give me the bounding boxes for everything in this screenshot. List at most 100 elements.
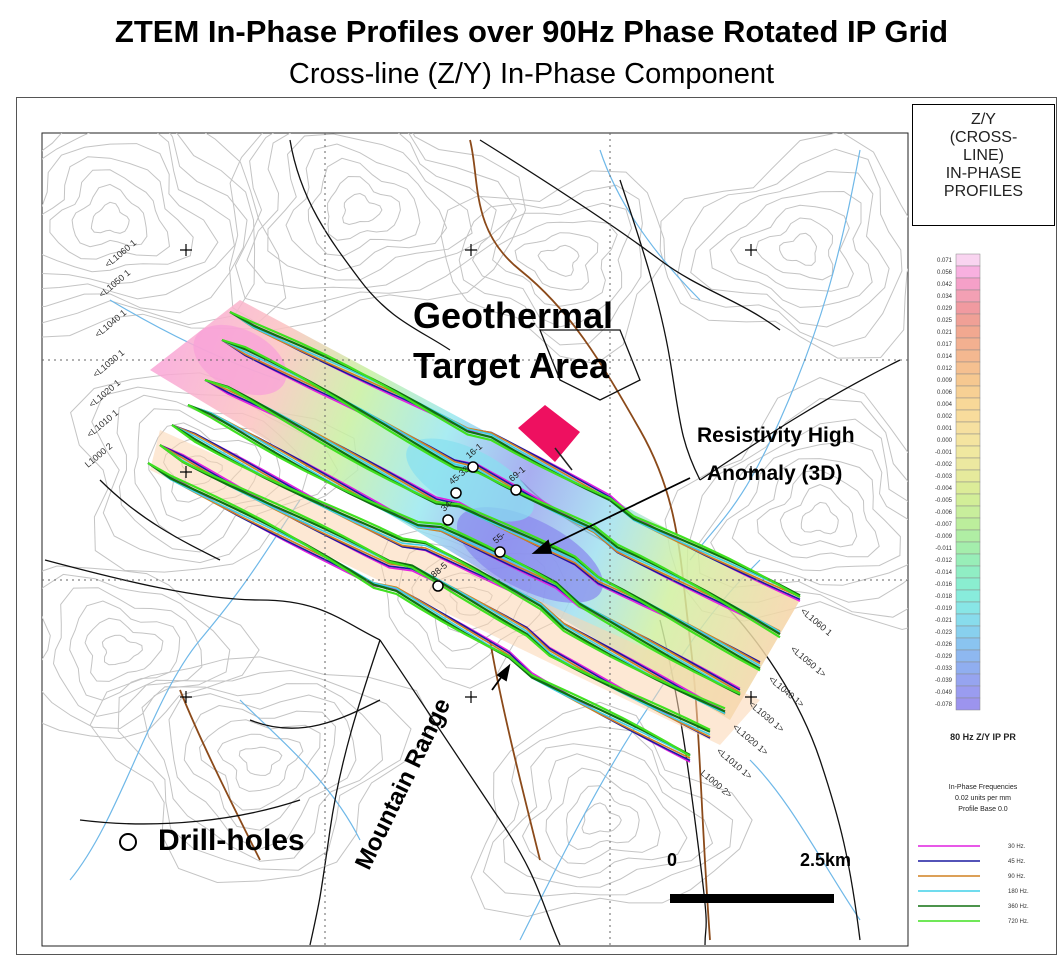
geothermal-label-line1: Geothermal <box>413 295 614 336</box>
contour-line <box>492 220 618 307</box>
colorbar-swatch <box>955 265 981 279</box>
drill-hole-marker[interactable] <box>510 484 522 496</box>
scale-start-label: 0 <box>667 850 678 870</box>
colorbar-swatch <box>955 385 981 399</box>
profile-line <box>147 462 691 757</box>
contour-line <box>238 746 283 776</box>
colorbar-swatch <box>955 253 981 267</box>
colorbar-tick: -0.026 <box>935 642 953 648</box>
colorbar-swatch <box>955 481 981 495</box>
colorbar-tick: 0.029 <box>937 306 953 312</box>
colorbar-tick: -0.007 <box>935 522 953 528</box>
colorbar-swatch <box>955 589 981 603</box>
contour-line <box>90 201 130 234</box>
colorbar-swatch <box>955 493 981 507</box>
freq-title-line: Profile Base 0.0 <box>958 806 1008 813</box>
contour-line <box>709 190 873 308</box>
colorbar-tick: -0.023 <box>935 630 953 636</box>
contour-line <box>565 785 640 851</box>
contour-line <box>756 469 880 559</box>
topographic-contours <box>42 133 908 918</box>
drill-holes-label: Drill-holes <box>158 824 305 857</box>
colorbar-swatch <box>955 577 981 591</box>
contour-line <box>84 617 164 682</box>
colorbar-tick: -0.039 <box>935 678 953 684</box>
profile-line <box>171 424 726 710</box>
contour-line <box>69 600 181 701</box>
profile-line <box>147 462 691 757</box>
scale-end-label: 2.5km <box>800 850 852 870</box>
contour-line <box>470 701 753 918</box>
profile-line <box>159 444 711 733</box>
contour-line <box>42 565 260 740</box>
colorbar-tick: -0.003 <box>935 474 953 480</box>
colorbar-swatch <box>955 505 981 519</box>
contour-line <box>234 133 517 310</box>
drill-hole-marker[interactable] <box>494 546 506 558</box>
profile-line <box>187 404 741 695</box>
legend-title-line: PROFILES <box>943 183 1024 200</box>
colorbar-swatch <box>955 697 981 711</box>
contour-line <box>89 656 435 884</box>
contour-line <box>800 501 839 535</box>
contour-line <box>731 458 901 572</box>
colorbar-tick: 0.025 <box>937 318 953 324</box>
drill-hole-marker[interactable] <box>467 461 479 473</box>
trails <box>179 139 711 941</box>
contour-line <box>581 802 622 835</box>
legend-title-line: LINE) <box>963 147 1004 164</box>
contour-line <box>42 133 287 338</box>
ip-colorbar: 0.071 0.056 0.042 0.034 0.029 0.025 0.021 0.017… <box>935 253 981 711</box>
colorbar-swatch <box>955 361 981 375</box>
annotation-arrows <box>491 477 691 691</box>
colorbar-swatch <box>955 553 981 567</box>
contour-line <box>686 398 908 618</box>
contour-line <box>659 133 908 359</box>
colorbar-swatch <box>955 649 981 663</box>
contour-line <box>327 175 401 241</box>
contour-line <box>690 170 890 328</box>
colorbar-tick: -0.005 <box>935 498 953 504</box>
colorbar-tick: 0.071 <box>937 258 953 264</box>
freq-title-line: 0.02 units per mm <box>954 795 1012 802</box>
colorbar-swatch <box>955 601 981 615</box>
colorbar-swatch <box>955 289 981 303</box>
colorbar-tick: -0.006 <box>935 510 953 516</box>
colorbar-tick: -0.078 <box>935 702 953 708</box>
colorbar-swatch <box>955 349 981 363</box>
profile-line <box>171 424 726 715</box>
contour-line <box>342 192 383 226</box>
target-marker[interactable] <box>518 405 580 471</box>
colorbar-tick: -0.019 <box>935 606 953 612</box>
colorbar-tick: 0.017 <box>937 342 953 348</box>
drill-hole-marker[interactable] <box>450 487 462 499</box>
colorbar-tick: -0.002 <box>935 462 953 468</box>
contour-line <box>42 133 256 326</box>
colorbar-tick: 0.006 <box>937 390 953 396</box>
colorbar-tick: 0.002 <box>937 414 953 420</box>
colorbar-tick: -0.004 <box>935 486 953 492</box>
colorbar-swatch <box>955 325 981 339</box>
profile-line <box>171 424 726 712</box>
colorbar-swatch <box>955 685 981 699</box>
map-subtitle: Cross-line (Z/Y) In-Phase Component <box>288 58 775 90</box>
profile-line <box>147 462 691 756</box>
grid-dash-lines <box>42 133 908 946</box>
freq-title-line: In-Phase Frequencies <box>948 784 1018 791</box>
colorbar-title: 80 Hz Z/Y IP PR <box>950 732 1016 742</box>
contour-line <box>440 170 666 365</box>
colorbar-tick: -0.009 <box>935 534 953 540</box>
frequency-label: 45 Hz. <box>1008 859 1026 865</box>
contour-line <box>458 184 643 346</box>
colorbar-swatch <box>955 613 981 627</box>
drill-hole-marker[interactable] <box>432 580 444 592</box>
colorbar-tick: 0.056 <box>937 270 953 276</box>
profile-line <box>221 339 781 633</box>
colorbar-tick: -0.033 <box>935 666 953 672</box>
drill-hole-marker[interactable] <box>442 514 454 526</box>
contour-line <box>228 133 527 332</box>
colorbar-swatch <box>955 469 981 483</box>
legend-title-box: Z/Y (CROSS- LINE) IN-PHASE PROFILES <box>912 104 1055 226</box>
contour-line <box>246 133 497 290</box>
